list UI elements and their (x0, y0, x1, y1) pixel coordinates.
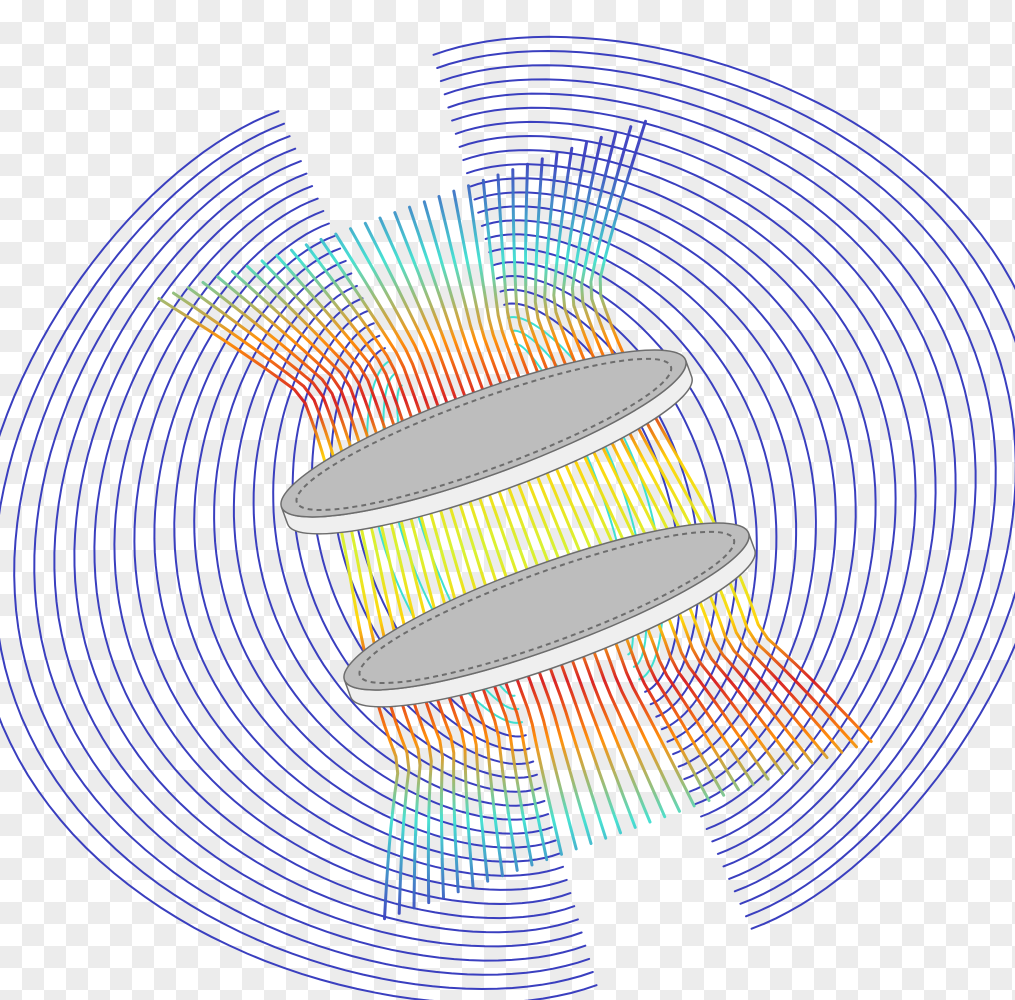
core-field-line (231, 270, 460, 894)
outer-field-line (93, 185, 576, 920)
outer-field-line (462, 149, 897, 830)
core-field-line (260, 259, 490, 883)
outer-field-line (432, 35, 1015, 930)
outer-field-line (443, 78, 997, 893)
core-field-line (580, 130, 844, 754)
outer-field-line (488, 247, 758, 743)
core-field-lines (157, 119, 873, 921)
outer-field-line (451, 106, 957, 868)
outer-field-line (133, 210, 568, 891)
core-field-line (467, 184, 696, 808)
core-field-line (496, 173, 726, 797)
core-field-line (275, 254, 504, 878)
core-field-line (378, 216, 608, 840)
core-field-line (481, 178, 711, 803)
core-field-line (334, 232, 563, 856)
core-field-line (186, 286, 422, 910)
outer-field-line (53, 160, 583, 948)
outer-field-line (13, 135, 591, 976)
outer-field-line (33, 147, 587, 962)
core-field-line (363, 221, 593, 845)
core-field-line (349, 227, 578, 851)
core-field-line (408, 205, 637, 829)
outer-field-line (480, 219, 798, 768)
core-field-line (524, 162, 755, 786)
core-field-line (533, 157, 770, 781)
outer-field-line (173, 235, 561, 863)
outer-field-line (0, 122, 594, 991)
outer-field-line (469, 177, 857, 805)
core-field-line (290, 248, 519, 872)
lower-coil (343, 522, 756, 708)
outer-field-line (439, 64, 1015, 905)
core-field-line (304, 243, 534, 867)
core-field-line (157, 297, 400, 921)
core-field-line (172, 291, 411, 915)
core-field-line (452, 189, 681, 813)
outer-field-line (252, 284, 546, 807)
outer-field-line (113, 197, 572, 906)
core-field-line (511, 168, 740, 792)
core-field-line (422, 200, 652, 824)
core-field-line (570, 135, 829, 760)
coil-group (280, 349, 756, 708)
outer-field-line (458, 134, 917, 843)
outer-field-line (0, 110, 598, 1000)
core-field-line (201, 280, 433, 905)
outer-field-line (311, 322, 535, 766)
core-field-line (437, 195, 667, 819)
core-field-line (589, 125, 858, 749)
outer-field-line (466, 163, 877, 818)
outer-field-line (495, 274, 719, 718)
outer-field-line (436, 49, 1015, 918)
core-field-line (543, 152, 785, 776)
upper-coil (280, 349, 693, 535)
outer-field-line (484, 233, 778, 756)
outer-field-line (73, 172, 579, 934)
outer-field-line (454, 120, 937, 855)
core-field-line (216, 275, 445, 899)
core-field-line (552, 146, 799, 770)
core-field-line (319, 237, 549, 862)
outer-field-line (153, 222, 564, 877)
core-field-line (245, 264, 475, 888)
outer-field-line (232, 272, 550, 821)
outer-field-line (272, 297, 542, 793)
core-field-line (561, 141, 814, 765)
outer-field-line (447, 92, 977, 880)
core-field-line (598, 119, 873, 743)
core-field-line (393, 211, 622, 835)
